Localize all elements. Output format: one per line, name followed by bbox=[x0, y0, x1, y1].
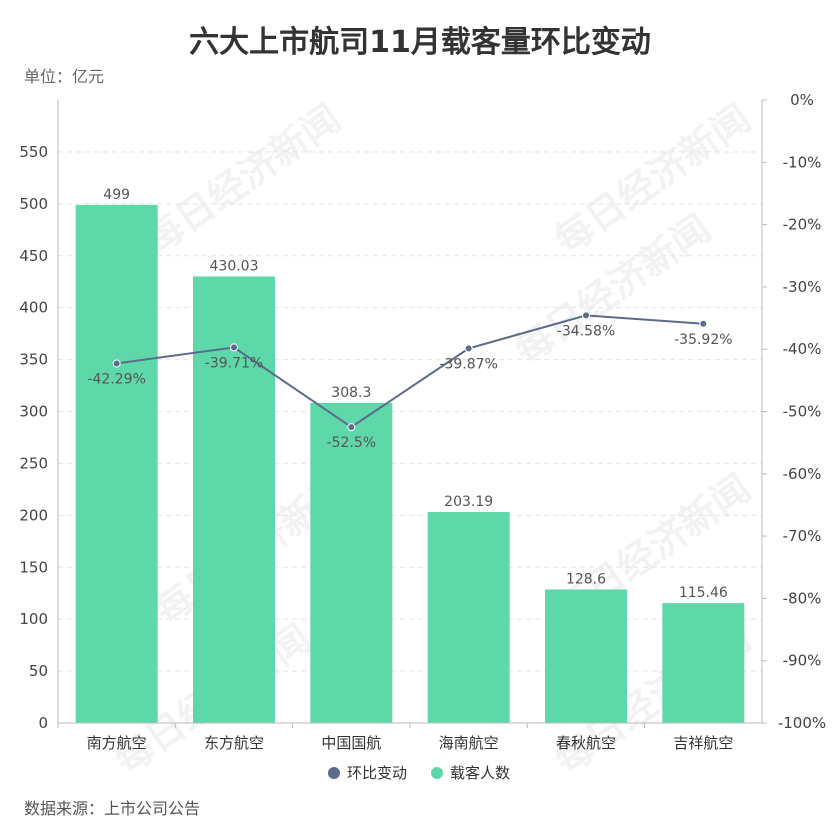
y-left-tick-label: 150 bbox=[19, 558, 48, 576]
legend: 环比变动 载客人数 bbox=[328, 764, 510, 782]
x-category-label: 海南航空 bbox=[439, 734, 499, 752]
bar-value-label: 499 bbox=[103, 187, 130, 203]
bar-value-label: 430.03 bbox=[210, 258, 259, 274]
line-point bbox=[582, 311, 590, 320]
y-right-tick-label: -50% bbox=[783, 403, 822, 421]
line-value-label: -35.92% bbox=[674, 332, 732, 348]
y-right-tick-label: -30% bbox=[783, 278, 822, 296]
x-category-label: 春秋航空 bbox=[556, 734, 616, 752]
legend-label: 载客人数 bbox=[450, 764, 510, 782]
y-right-tick-label: -60% bbox=[783, 465, 822, 483]
y-right-tick-label: -20% bbox=[783, 216, 822, 234]
y-left-tick-label: 500 bbox=[19, 195, 48, 213]
grid-lines bbox=[58, 151, 762, 672]
y-left-tick-label: 100 bbox=[19, 610, 48, 628]
source-note: 数据来源：上市公司公告 bbox=[24, 799, 200, 818]
x-category-label: 南方航空 bbox=[87, 734, 147, 752]
x-category-label: 东方航空 bbox=[204, 734, 264, 752]
line-value-label: -52.5% bbox=[327, 435, 377, 451]
bar-value-label: 308.3 bbox=[331, 385, 371, 401]
bar-value-label: 203.19 bbox=[444, 494, 493, 510]
y-left-tick-label: 550 bbox=[19, 143, 48, 161]
y-right-tick-label: -80% bbox=[783, 589, 822, 607]
line-point bbox=[230, 343, 238, 352]
legend-label: 环比变动 bbox=[347, 764, 407, 782]
chart-title: 六大上市航司11月载客量环比变动 bbox=[189, 25, 651, 60]
bar bbox=[662, 603, 745, 723]
y-left-tick-label: 250 bbox=[19, 454, 48, 472]
line-point bbox=[464, 344, 473, 353]
line-path bbox=[116, 314, 704, 429]
y-right-tick-label: -40% bbox=[783, 340, 822, 358]
y-right-tick-label: -70% bbox=[783, 527, 822, 545]
legend-marker bbox=[328, 767, 340, 779]
line-series: -42.29% -39.71% -52.5% -39.87% -34.58% -35.92… bbox=[87, 311, 733, 451]
x-category-label: 吉祥航空 bbox=[673, 734, 733, 752]
y-left-tick-label: 350 bbox=[19, 351, 48, 369]
line-value-label: -39.71% bbox=[205, 355, 263, 371]
bar-value-label: 128.6 bbox=[566, 571, 606, 587]
line-point bbox=[347, 423, 356, 432]
y-left-tick-label: 450 bbox=[19, 247, 48, 265]
bar bbox=[545, 589, 627, 723]
bar bbox=[310, 402, 393, 723]
line-value-label: -39.87% bbox=[439, 356, 497, 372]
bar bbox=[427, 512, 510, 723]
y-right-tick-label: -90% bbox=[783, 652, 822, 670]
axes: 0 50 100 150 200 250 300 350 400 450 500 550 0% -10% -… bbox=[19, 91, 826, 752]
line-value-label: -34.58% bbox=[557, 323, 615, 339]
y-left-tick-label: 50 bbox=[29, 662, 48, 680]
y-left-tick-label: 300 bbox=[19, 403, 48, 421]
y-left-tick-label: 400 bbox=[19, 299, 48, 317]
x-category-label: 中国国航 bbox=[321, 734, 381, 752]
unit-label: 单位：亿元 bbox=[24, 67, 104, 86]
line-point bbox=[699, 319, 708, 328]
bar bbox=[75, 204, 158, 723]
bar-value-label: 115.46 bbox=[679, 585, 728, 601]
y-right-tick-label: -100% bbox=[778, 714, 826, 732]
line-point bbox=[112, 359, 121, 368]
y-left-tick-label: 200 bbox=[19, 506, 48, 524]
y-right-tick-label: -10% bbox=[783, 153, 822, 171]
watermark-text: 每日经济新闻 bbox=[137, 96, 349, 263]
line-value-label: -42.29% bbox=[87, 371, 145, 387]
y-left-tick-label: 0 bbox=[38, 714, 48, 732]
legend-marker bbox=[431, 767, 443, 779]
y-right-tick-label: 0% bbox=[790, 91, 814, 109]
